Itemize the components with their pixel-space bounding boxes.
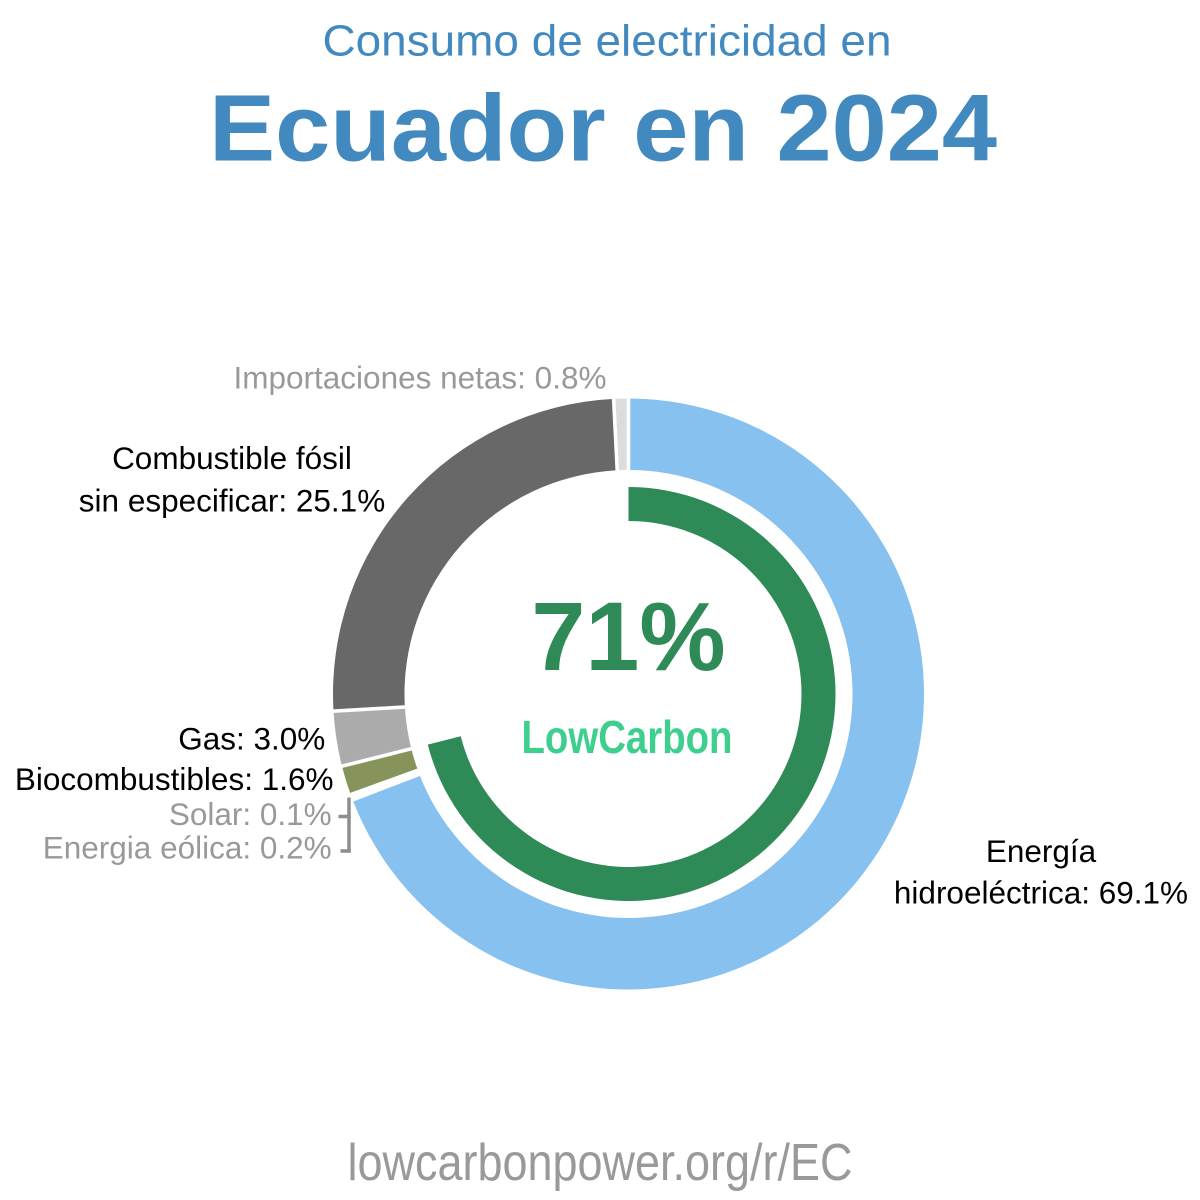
- label-eolica: Energia eólica: 0.2%: [43, 829, 332, 865]
- donut-rings: [328, 393, 925, 990]
- segment-separator: [347, 770, 425, 804]
- segment-gas: [333, 707, 412, 767]
- label-fosil-line2: sin especificar: 25.1%: [79, 483, 385, 519]
- low-carbon-brand: LowCarbon: [522, 711, 733, 763]
- label-hidro-line2: hidroeléctrica: 69.1%: [894, 875, 1188, 911]
- low-carbon-percent: 71%: [531, 582, 725, 691]
- label-biocombustibles: Biocombustibles: 1.6%: [15, 761, 334, 797]
- page-title-line1: Consumo de electricidad en: [323, 17, 892, 66]
- low-carbon-arc: [427, 487, 836, 901]
- leader-lines: [338, 797, 351, 853]
- segment-separator: [336, 745, 417, 770]
- label-importaciones: Importaciones netas: 0.8%: [234, 359, 607, 395]
- segment-separator: [611, 393, 620, 476]
- page-title-line2: Ecuador en 2024: [209, 76, 997, 182]
- segment-separator: [328, 704, 410, 714]
- label-fosil-line1: Combustible fósil: [112, 440, 352, 476]
- segment-combustible-f-sil-sin-especificar: [332, 398, 618, 712]
- label-gas: Gas: 3.0%: [178, 721, 325, 757]
- footer-url: lowcarbonpower.org/r/EC: [348, 1134, 853, 1192]
- segment-separator: [345, 766, 424, 799]
- label-hidro-line1: Energía: [986, 833, 1097, 869]
- label-solar: Solar: 0.1%: [169, 796, 332, 832]
- segment-biocombustibles: [341, 748, 418, 795]
